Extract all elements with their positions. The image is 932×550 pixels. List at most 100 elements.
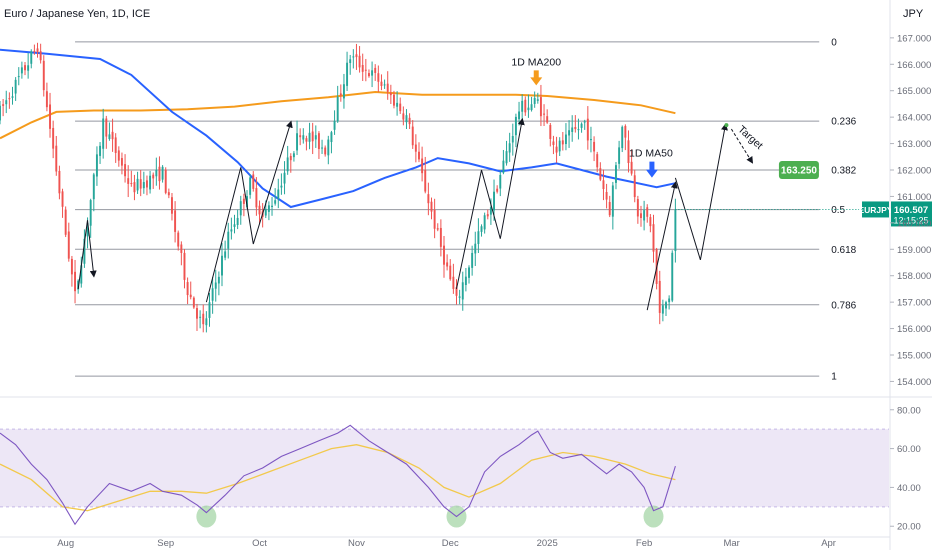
candle-body xyxy=(355,54,358,58)
time-tick-label: Sep xyxy=(157,538,174,549)
candle-body xyxy=(339,93,342,96)
candle-body xyxy=(164,169,167,193)
candle-body xyxy=(33,50,36,52)
time-tick-label: Aug xyxy=(57,538,74,549)
price-tick-label: 156.000 xyxy=(897,324,931,335)
price-tick-label: 167.000 xyxy=(897,33,931,44)
target-price-label: 163.250 xyxy=(781,166,818,177)
candle-body xyxy=(539,97,542,117)
candle-body xyxy=(455,287,458,296)
candle-body xyxy=(67,231,70,259)
candle-body xyxy=(489,207,492,215)
candle-body xyxy=(533,97,536,104)
candle-body xyxy=(130,183,133,185)
pattern-line xyxy=(77,220,97,289)
candle-body xyxy=(668,298,671,303)
candle-body xyxy=(358,55,361,68)
oversold-marker xyxy=(196,505,217,528)
candle-body xyxy=(377,73,380,82)
candle-body xyxy=(55,145,58,172)
price-tick-label: 157.000 xyxy=(897,298,931,309)
candle-body xyxy=(36,48,39,53)
candle-body xyxy=(380,81,383,86)
candle-body xyxy=(324,147,327,155)
last-price-value: 160.507 xyxy=(894,205,928,216)
candle-body xyxy=(2,104,5,106)
candle-body xyxy=(314,135,317,140)
price-tick-label: 162.000 xyxy=(897,166,931,177)
candle-body xyxy=(446,262,449,267)
candle-body xyxy=(396,102,399,107)
candle-body xyxy=(589,138,592,141)
candle-body xyxy=(452,276,455,289)
candle-body xyxy=(39,51,42,61)
fib-level-label: 0.236 xyxy=(831,117,856,128)
target-point xyxy=(724,123,729,128)
candle-body xyxy=(317,133,320,150)
candle-body xyxy=(364,69,367,71)
price-tick-label: 161.000 xyxy=(897,192,931,203)
candle-body xyxy=(493,191,495,211)
price-tick-label: 165.000 xyxy=(897,86,931,97)
candle-body xyxy=(120,158,123,166)
candle-body xyxy=(411,126,414,146)
ma200-annotation: 1D MA200 xyxy=(511,56,561,68)
candle-body xyxy=(286,157,289,172)
candle-body xyxy=(468,267,470,278)
candle-body xyxy=(421,158,424,174)
candle-body xyxy=(327,139,330,156)
candle-body xyxy=(271,205,273,207)
candle-body xyxy=(114,137,117,153)
candle-body xyxy=(342,84,345,99)
candle-body xyxy=(352,56,355,58)
candle-body xyxy=(239,201,242,216)
candle-body xyxy=(486,214,489,217)
candle-body xyxy=(80,265,83,284)
candle-body xyxy=(521,100,524,112)
pattern-line xyxy=(646,181,678,311)
candle-body xyxy=(124,164,127,177)
rsi-tick-label: 20.00 xyxy=(897,522,921,533)
candle-body xyxy=(418,151,420,160)
candle-body xyxy=(424,170,427,192)
candle-body xyxy=(61,191,64,207)
candle-body xyxy=(558,140,561,152)
candle-body xyxy=(45,91,48,108)
candle-body xyxy=(349,59,352,63)
candle-body xyxy=(361,65,364,72)
candle-body xyxy=(458,296,461,298)
fib-level-label: 0 xyxy=(831,37,837,48)
candle-body xyxy=(443,245,445,265)
candle-body xyxy=(593,141,596,152)
candle-body xyxy=(49,104,51,129)
candle-body xyxy=(292,153,295,158)
candle-body xyxy=(386,83,389,92)
candle-body xyxy=(214,282,217,289)
projection-line xyxy=(674,123,728,261)
candle-body xyxy=(208,302,211,318)
ma50-arrow-icon xyxy=(645,161,658,178)
candle-body xyxy=(402,113,405,120)
candle-body xyxy=(17,76,20,78)
time-tick-label: Nov xyxy=(348,538,365,549)
candle-body xyxy=(436,228,439,230)
candle-body xyxy=(224,251,227,258)
candle-body xyxy=(0,105,1,121)
candle-body xyxy=(602,180,605,190)
candle-body xyxy=(305,138,308,142)
candle-body xyxy=(142,182,145,189)
candle-body xyxy=(186,282,189,296)
candle-body xyxy=(158,166,161,182)
symbol-title: Euro / Japanese Yen, 1D, ICE xyxy=(4,8,150,20)
candle-body xyxy=(136,178,139,191)
candle-body xyxy=(543,113,546,115)
candle-body xyxy=(564,134,567,145)
candle-body xyxy=(86,223,89,237)
candle-body xyxy=(161,166,164,180)
candle-body xyxy=(336,96,339,122)
candle-body xyxy=(646,207,649,217)
candle-body xyxy=(30,51,33,64)
candle-body xyxy=(299,135,302,138)
price-tick-label: 164.000 xyxy=(897,113,931,124)
